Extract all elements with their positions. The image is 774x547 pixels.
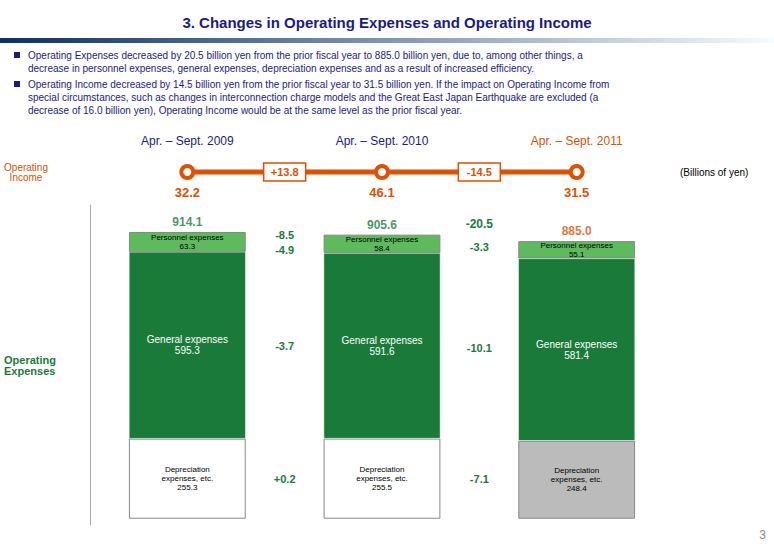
svg-text:Expenses: Expenses	[4, 365, 55, 377]
svg-text:255.5: 255.5	[372, 483, 393, 492]
svg-text:248.4: 248.4	[567, 484, 588, 493]
svg-text:-10.1: -10.1	[467, 342, 492, 354]
svg-text:-14.5: -14.5	[467, 166, 492, 178]
svg-text:decrease of 16.0 billion yen),: decrease of 16.0 billion yen), Operating…	[28, 105, 462, 116]
svg-text:Income: Income	[10, 172, 43, 183]
svg-text:-3.7: -3.7	[275, 340, 294, 352]
svg-text:32.2: 32.2	[175, 185, 200, 200]
svg-text:+13.8: +13.8	[271, 166, 299, 178]
svg-text:Apr. – Sept. 2010: Apr. – Sept. 2010	[336, 134, 429, 148]
svg-text:Operating: Operating	[4, 161, 48, 173]
svg-text:decrease in personnel expenses: decrease in personnel expenses, general …	[28, 63, 534, 74]
svg-text:Operating Expenses decreased b: Operating Expenses decreased by 20.5 bil…	[28, 50, 583, 61]
svg-text:General expenses: General expenses	[147, 334, 228, 345]
svg-text:-7.1: -7.1	[470, 473, 489, 485]
svg-text:58.4: 58.4	[374, 244, 390, 253]
svg-text:(Billions of yen): (Billions of yen)	[680, 167, 748, 178]
svg-text:914.1: 914.1	[172, 215, 202, 229]
svg-text:Apr. – Sept. 2011: Apr. – Sept. 2011	[531, 134, 623, 148]
svg-text:-4.9: -4.9	[275, 244, 294, 256]
svg-text:46.1: 46.1	[369, 185, 394, 200]
svg-text:3: 3	[759, 528, 766, 542]
svg-text:591.6: 591.6	[369, 346, 394, 357]
svg-text:Depreciation: Depreciation	[554, 466, 599, 475]
svg-text:Personnel expenses: Personnel expenses	[540, 241, 613, 250]
svg-text:595.3: 595.3	[175, 345, 200, 356]
svg-text:63.3: 63.3	[180, 242, 196, 251]
svg-text:Personnel expenses: Personnel expenses	[151, 233, 224, 242]
svg-text:905.6: 905.6	[367, 218, 397, 232]
svg-text:255.3: 255.3	[177, 483, 198, 492]
svg-text:Operating Income decreased by: Operating Income decreased by 14.5 billi…	[28, 79, 609, 90]
svg-text:special circumstances, such as: special circumstances, such as changes i…	[28, 92, 599, 103]
svg-text:Apr. – Sept. 2009: Apr. – Sept. 2009	[141, 134, 234, 148]
svg-text:Personnel expenses: Personnel expenses	[346, 235, 419, 244]
svg-text:885.0: 885.0	[562, 224, 592, 238]
svg-text:Operating: Operating	[4, 353, 56, 366]
svg-text:Depreciation: Depreciation	[165, 465, 210, 474]
svg-text:Depreciation: Depreciation	[360, 465, 405, 474]
svg-text:expenses, etc.: expenses, etc.	[356, 474, 408, 483]
svg-text:55.1: 55.1	[569, 250, 585, 259]
svg-text:expenses, etc.: expenses, etc.	[551, 475, 603, 484]
svg-text:General expenses: General expenses	[341, 335, 422, 346]
svg-text:-3.3: -3.3	[470, 241, 489, 253]
svg-text:581.4: 581.4	[564, 350, 589, 361]
svg-text:+0.2: +0.2	[274, 473, 296, 485]
svg-text:expenses, etc.: expenses, etc.	[162, 474, 214, 483]
svg-text:General expenses: General expenses	[536, 339, 617, 350]
svg-text:31.5: 31.5	[564, 185, 589, 200]
svg-text:3. Changes in Operating Expens: 3. Changes in Operating Expenses and Ope…	[182, 14, 591, 31]
svg-text:-20.5: -20.5	[466, 217, 494, 231]
svg-text:-8.5: -8.5	[275, 229, 294, 241]
